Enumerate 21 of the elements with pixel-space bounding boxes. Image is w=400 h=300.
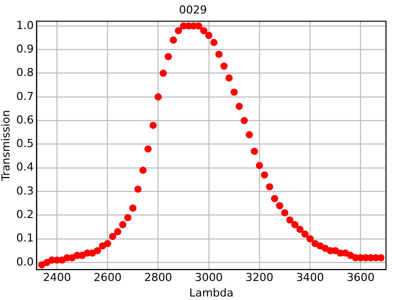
y-tick-label: 0.5	[16, 137, 34, 150]
y-tick-label: 0.9	[16, 42, 34, 56]
x-tick-label: 3600	[346, 271, 375, 284]
y-tick-label: 0.7	[16, 90, 34, 103]
y-tick-label: 1.0	[16, 18, 34, 32]
x-tick-label: 3000	[194, 271, 223, 284]
x-axis-title: Lambda	[189, 286, 234, 300]
x-tick-label: 2400	[42, 271, 71, 284]
y-tick-label: 0.4	[16, 160, 34, 174]
x-tick-label: 2600	[94, 271, 122, 284]
x-tick-label: 3400	[296, 271, 324, 284]
x-tick-label: 3200	[245, 271, 274, 284]
x-tick-label: 2800	[144, 271, 172, 284]
y-tick-label: 0.2	[16, 208, 34, 222]
y-tick-label: 0.6	[16, 113, 34, 126]
chart-title: 0029	[179, 3, 207, 16]
y-tick-label: 0.3	[16, 184, 34, 198]
y-tick-label: 0.0	[16, 255, 34, 268]
y-axis-title: Transmission	[0, 110, 12, 182]
y-tick-label: 0.1	[16, 232, 34, 245]
y-tick-label: 0.8	[16, 66, 34, 80]
